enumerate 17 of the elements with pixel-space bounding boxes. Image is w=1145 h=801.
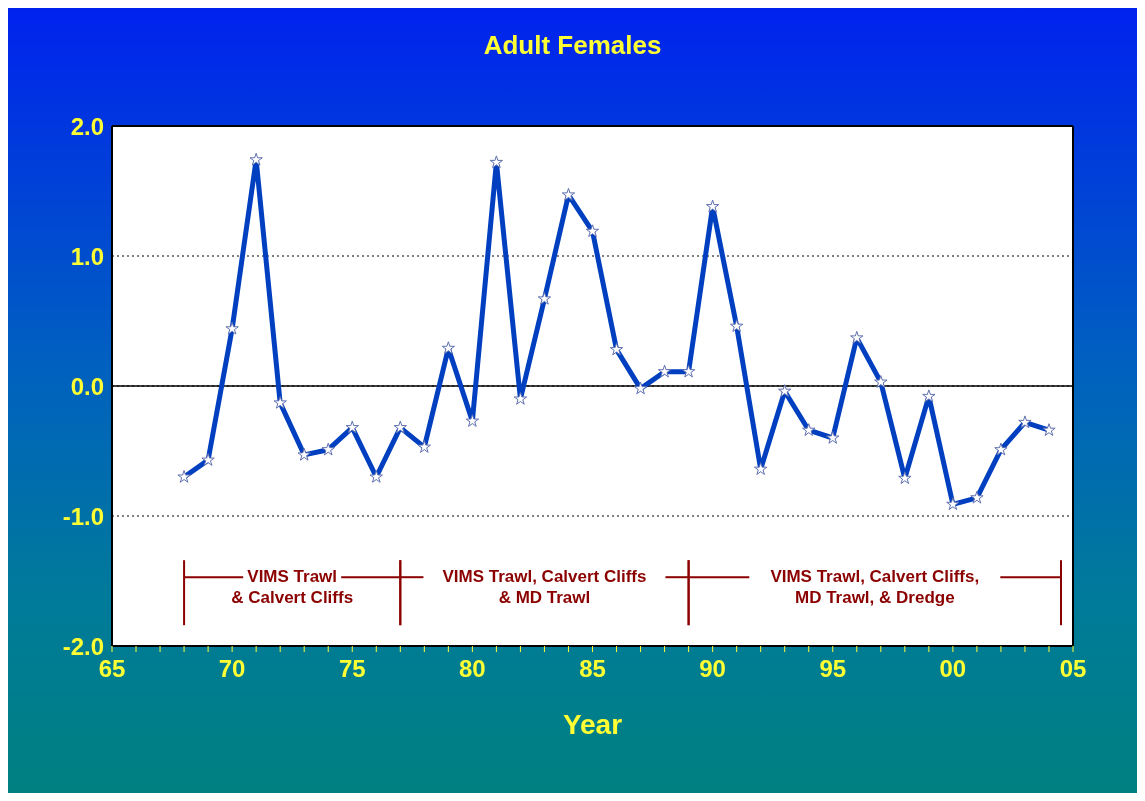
x-tick-label: 70 <box>218 655 246 683</box>
x-axis-title: Year <box>562 709 623 740</box>
y-tick-label: 1.0 <box>70 242 104 270</box>
chart-title: Adult Females <box>482 30 663 61</box>
y-tick-label: -1.0 <box>62 502 104 530</box>
x-tick-label: 80 <box>459 655 486 683</box>
x-tick-label: 90 <box>699 655 726 683</box>
y-tick-label: 0.0 <box>70 372 104 400</box>
x-tick-label: 85 <box>579 655 606 683</box>
annotation: VIMS Trawl & Calvert Cliffs <box>231 567 354 608</box>
y-tick-label: 2.0 <box>70 112 104 140</box>
annotation: VIMS Trawl, Calvert Cliffs, MD Trawl, & Dredge <box>770 567 980 608</box>
annotation: VIMS Trawl, Calvert Cliffs & MD Trawl <box>442 567 647 608</box>
x-tick-label: 75 <box>338 655 366 683</box>
x-tick-label: 95 <box>819 655 847 683</box>
x-tick-label: 05 <box>1059 655 1087 683</box>
x-tick-label: 00 <box>939 655 967 683</box>
